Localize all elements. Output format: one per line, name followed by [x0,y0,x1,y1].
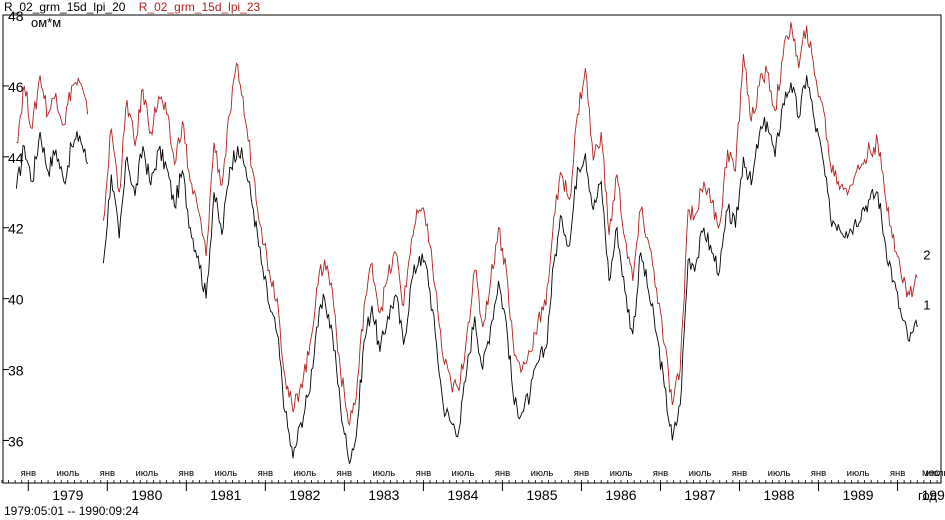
y-axis: 36 38 40 42 44 46 48 [3,8,24,449]
series-2-end-label: 2 [923,248,930,263]
y-tick-label-6: 48 [8,8,24,24]
year-label-1985: 1985 [526,487,557,503]
year-axis: 1979 1980 1981 1982 1983 1984 1985 1986 1987 1988… [27,483,945,503]
year-label-1989: 1989 [842,487,873,503]
x-axis-unit-label: год [918,488,937,503]
series-1-end-label: 1 [923,297,930,312]
year-label-1980: 1980 [131,487,162,503]
month-axis: янв июль янв июль янв июль янв июль янв июль янв ию… [1,468,945,483]
month-label-14: янв [574,468,589,479]
y-tick-label-4: 44 [8,150,24,166]
y-tick-label-0: 36 [8,433,24,449]
y-axis-unit-label: ом*м [31,15,61,30]
plot-frame [2,14,942,484]
year-label-1979: 1979 [52,487,83,503]
month-label-0: янв [21,468,36,479]
year-label-1990: 1990 [921,487,945,503]
y-tick-label-2: 40 [8,292,24,308]
y-tick-label-3: 42 [8,221,24,237]
month-label-21: июль [847,468,870,479]
month-label-3: июль [135,468,158,479]
month-label-8: янв [337,468,352,479]
date-range-label: 1979:05:01 -- 1990:09:24 [4,504,139,518]
legend-entry-series-1: R_02_grm_15d_lpi_20 [4,0,126,14]
year-label-1983: 1983 [368,487,399,503]
series-2-line-0 [16,75,89,144]
month-label-1: июль [56,468,79,479]
year-label-1982: 1982 [289,487,320,503]
year-label-1988: 1988 [763,487,794,503]
month-label-11: июль [452,468,475,479]
y-tick-label-5: 46 [8,79,24,95]
series-2-line-1 [102,22,918,427]
series-1-line-1 [102,75,918,464]
year-label-1987: 1987 [684,487,715,503]
month-label-2: янв [100,468,115,479]
month-label-15: июль [610,468,633,479]
series-1-line-0 [15,131,89,189]
y-tick-label-1: 38 [8,363,24,379]
year-label-1984: 1984 [447,487,478,503]
month-label-20: янв [811,468,826,479]
month-label-23: июль [926,468,945,479]
month-label-9: июль [373,468,396,479]
month-unit-label: мес [922,468,939,479]
year-label-1986: 1986 [605,487,636,503]
month-label-18: янв [732,468,747,479]
legend-entry-series-2: R_02_grm_15d_lpi_23 [138,0,261,14]
year-label-1981: 1981 [210,487,241,503]
month-label-12: янв [495,468,510,479]
legend: R_02_grm_15d_lpi_20 R_02_grm_15d_lpi_23 [4,0,270,14]
month-label-16: янв [653,468,668,479]
month-label-22: янв [890,468,905,479]
month-label-19: июль [768,468,791,479]
month-label-5: июль [214,468,237,479]
month-label-4: янв [179,468,194,479]
month-label-7: июль [294,468,317,479]
month-label-10: янв [416,468,431,479]
series-group: 12 [15,22,931,464]
month-label-13: июль [531,468,554,479]
month-label-6: янв [258,468,273,479]
month-label-17: июль [689,468,712,479]
